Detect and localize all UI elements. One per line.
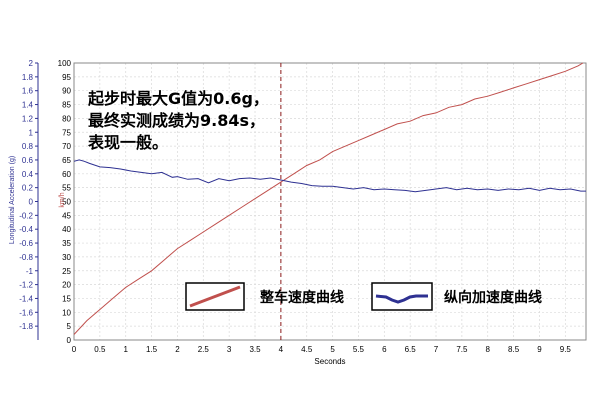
- y-right-tick-label: 80: [62, 114, 71, 123]
- annotation-line-1: 起步时最大G值为0.6g，: [88, 89, 269, 108]
- x-tick-label: 5: [330, 345, 335, 354]
- y-right-tick-label: 65: [62, 156, 71, 165]
- y-right-tick-labels: 1009590858075706560555045403530252015105…: [58, 59, 72, 345]
- y-right-tick-label: 0: [67, 336, 72, 345]
- y-left-tick-label: -1.4: [19, 294, 33, 303]
- x-tick-label: 6: [382, 345, 387, 354]
- x-tick-label: 4: [279, 345, 284, 354]
- annotation-line-2: 最终实测成绩为9.84s，: [88, 111, 266, 130]
- x-tick-label: 6.5: [405, 345, 417, 354]
- x-tick-label: 5.5: [353, 345, 365, 354]
- y-left-tick-label: 0.6: [22, 156, 34, 165]
- y-right-axis-label: km/h: [59, 192, 66, 207]
- y-left-tick-label: 1.6: [22, 87, 34, 96]
- series-layer: [73, 62, 586, 335]
- y-left-tick-label: 2: [29, 59, 34, 68]
- y-left-tick-label: 0.2: [22, 184, 34, 193]
- x-tick-label: 7.5: [456, 345, 468, 354]
- legend-accel-line: [375, 294, 428, 304]
- y-left-tick-label: 1.4: [22, 101, 34, 110]
- y-left-tick-label: -1: [26, 267, 34, 276]
- y-right-tick-label: 85: [62, 101, 71, 110]
- legend-speed-label: 整车速度曲线: [260, 290, 344, 306]
- x-tick-label: 2.5: [198, 345, 210, 354]
- x-tick-label: 3.5: [249, 345, 261, 354]
- y-right-tick-label: 5: [67, 322, 72, 331]
- y-left-tick-label: -0.2: [19, 211, 33, 220]
- result-annotation: 起步时最大G值为0.6g， 最终实测成绩为9.84s， 表现一般。: [88, 88, 269, 154]
- x-tick-label: 9: [537, 345, 542, 354]
- series-line-acceleration: [73, 159, 586, 193]
- x-tick-label: 4.5: [301, 345, 313, 354]
- y-right-tick-label: 100: [58, 59, 72, 68]
- y-left-axis-label: Longitudinal Acceleration (g): [9, 156, 16, 244]
- y-right-tick-label: 25: [62, 267, 71, 276]
- y-left-tick-label: -0.8: [19, 253, 33, 262]
- y-right-tick-label: 35: [62, 239, 71, 248]
- y-right-tick-label: 10: [62, 308, 71, 317]
- legend-accel-label: 纵向加速度曲线: [444, 290, 542, 306]
- y-left-tick-label: 1.2: [22, 114, 34, 123]
- x-tick-label: 3: [227, 345, 232, 354]
- y-right-tick-label: 95: [62, 73, 71, 82]
- series-line-speed: [73, 62, 584, 335]
- y-right-tick-label: 70: [62, 142, 71, 151]
- x-tick-label: 9.5: [560, 345, 572, 354]
- y-left-tick-label: 0.4: [22, 170, 34, 179]
- grid: [74, 63, 586, 340]
- x-tick-label: 0.5: [94, 345, 106, 354]
- y-right-tick-label: 30: [62, 253, 71, 262]
- y-right-tick-label: 60: [62, 170, 71, 179]
- y-left-tick-label: 0: [29, 198, 34, 207]
- x-tick-label: 7: [434, 345, 439, 354]
- x-axis-label: Seconds: [314, 357, 345, 366]
- x-tick-label: 0: [72, 345, 77, 354]
- legend-speed-line: [189, 285, 241, 308]
- x-tick-label: 2: [175, 345, 180, 354]
- y-left-tick-labels: 2 1.8 1.6 1.4 1.2 1 0.8 0.6 0.4 0.2 0 -0.2 -0.4 -0.6 -…: [19, 59, 38, 331]
- annotation-line-3: 表现一般。: [88, 133, 169, 152]
- plot-frame: [73, 62, 587, 341]
- y-left-tick-label: 1.8: [22, 73, 34, 82]
- y-left-tick-label: -0.6: [19, 239, 33, 248]
- y-right-tick-label: 15: [62, 294, 71, 303]
- y-right-tick-label: 55: [62, 184, 71, 193]
- y-left-tick-label: -1.8: [19, 322, 33, 331]
- y-right-tick-label: 40: [62, 225, 71, 234]
- y-right-tick-label: 90: [62, 87, 71, 96]
- y-right-tick-label: 50: [62, 198, 71, 207]
- y-left-tick-label: 0.8: [22, 142, 34, 151]
- y-left-tick-label: -1.6: [19, 308, 33, 317]
- y-right-tick-label: 20: [62, 281, 71, 290]
- y-left-tick-label: 1: [29, 128, 34, 137]
- x-tick-labels: 0 0.5 1 1.5 2 2.5 3 3.5 4 4.5 5 5.5 6 6.5 7 7.5 8 8.5 9 9.5: [72, 345, 572, 354]
- x-tick-label: 1: [123, 345, 128, 354]
- x-tick-label: 1.5: [146, 345, 158, 354]
- y-right-tick-label: 45: [62, 211, 71, 220]
- y-right-tick-label: 75: [62, 128, 71, 137]
- y-left-tick-label: -1.2: [19, 281, 33, 290]
- x-tick-label: 8.5: [508, 345, 520, 354]
- y-left-tick-label: -0.4: [19, 225, 33, 234]
- x-tick-label: 8: [486, 345, 491, 354]
